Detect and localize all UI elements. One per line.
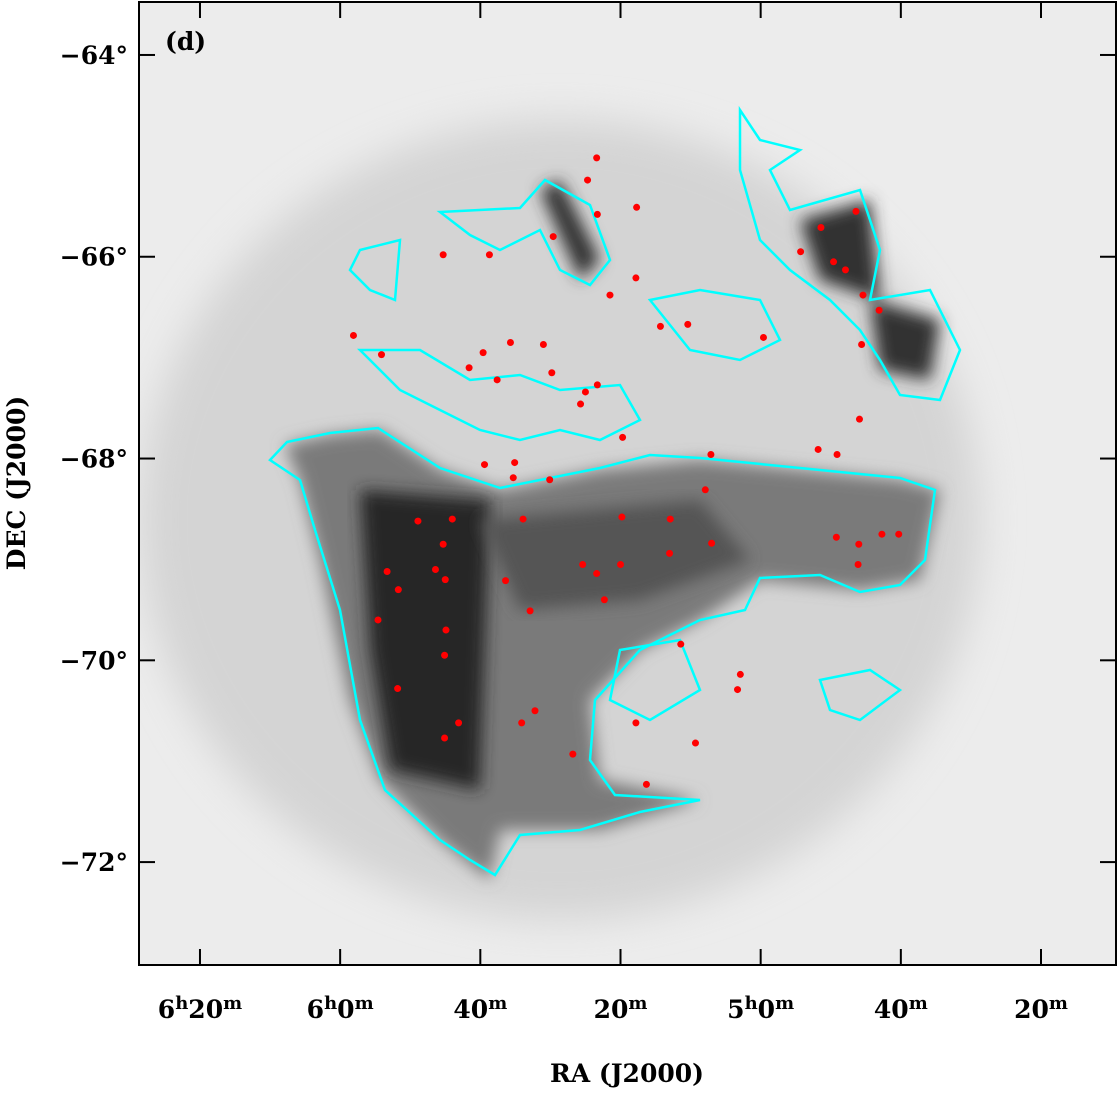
source-point [734,686,742,694]
source-point [349,331,357,339]
source-point [858,341,866,349]
source-point [618,513,626,521]
y-tick-label: −66° [60,243,128,272]
source-point [841,266,849,274]
source-point [691,739,699,747]
x-tick-label: 40m [453,993,507,1024]
source-point [642,780,650,788]
source-point [539,341,547,349]
source-point [600,596,608,604]
panel-label: (d) [165,27,206,56]
source-point [759,333,767,341]
source-point [701,486,709,494]
source-point [707,450,715,458]
source-point [855,415,863,423]
source-point [593,381,601,389]
source-point [485,251,493,259]
x-tick-label: 40m [874,993,928,1024]
source-point [833,450,841,458]
source-point [377,351,385,359]
source-point [531,707,539,715]
source-point [441,734,449,742]
sky-image [139,2,1116,965]
x-tick-label: 20m [594,993,648,1024]
source-point [619,433,627,441]
source-point [481,461,489,469]
y-tick-label: −64° [60,41,128,70]
source-point [519,515,527,523]
source-point [493,376,501,384]
source-point [383,568,391,576]
source-point [832,533,840,541]
source-point [546,476,554,484]
source-point [632,274,640,282]
source-point [633,203,641,211]
x-tick-label: 20m [1014,993,1068,1024]
source-point [817,223,825,231]
source-point [606,291,614,299]
source-point [616,560,624,568]
x-tick-label: 5h0m [727,993,794,1024]
source-point [479,349,487,357]
source-point [414,517,422,525]
source-point [526,607,534,615]
source-point [855,540,863,548]
source-point [581,388,589,396]
source-point [509,474,517,482]
source-point [852,207,860,215]
source-point [677,640,685,648]
source-point [394,685,402,693]
source-point [854,560,862,568]
source-point [439,540,447,548]
source-point [569,750,577,758]
contour [268,105,962,877]
source-point [455,719,463,727]
y-axis-label: DEC (J2000) [2,396,31,570]
source-point [632,719,640,727]
source-point [431,566,439,574]
source-point [736,670,744,678]
source-point [502,577,510,585]
source-point [593,154,601,162]
source-point [518,719,526,727]
source-point [593,210,601,218]
source-point [684,320,692,328]
source-point [374,616,382,624]
source-point [875,306,883,314]
source-point [448,515,456,523]
source-point [593,570,601,578]
source-point [708,539,716,547]
source-point [656,322,664,330]
source-point [511,459,519,467]
source-point [584,176,592,184]
source-point [439,251,447,259]
source-point [666,549,674,557]
source-point [549,233,557,241]
source-point [506,339,514,347]
plot-frame [138,1,1117,966]
y-tick-label: −70° [60,646,128,675]
source-point [441,651,449,659]
source-point [548,369,556,377]
source-point [579,560,587,568]
source-point [666,515,674,523]
source-point [814,445,822,453]
source-point [577,400,585,408]
x-tick-label: 6h0m [307,993,374,1024]
y-tick-label: −68° [60,445,128,474]
source-point [394,586,402,594]
source-point [830,258,838,266]
x-axis-label: RA (J2000) [550,1059,704,1088]
source-point [797,248,805,256]
source-point [878,530,886,538]
source-point [859,291,867,299]
source-point [895,530,903,538]
source-point [442,626,450,634]
source-point [441,576,449,584]
y-tick-label: −72° [60,848,128,877]
x-tick-label: 6h20m [158,993,242,1024]
source-point [465,364,473,372]
